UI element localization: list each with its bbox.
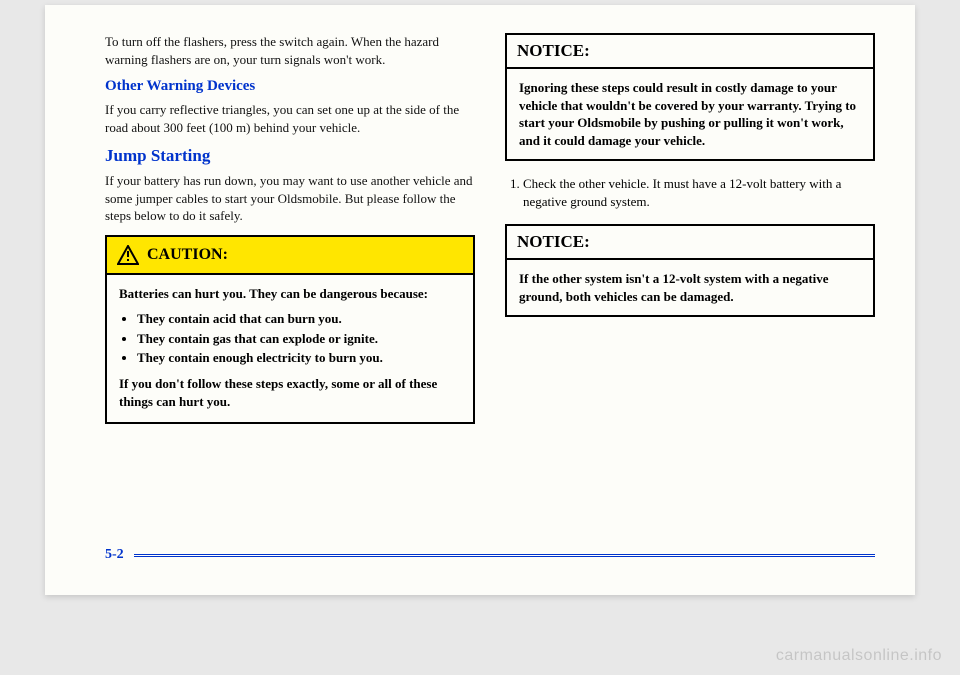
caution-item: They contain acid that can burn you. bbox=[137, 310, 461, 328]
left-column: To turn off the flashers, press the swit… bbox=[105, 33, 475, 533]
right-column: NOTICE: Ignoring these steps could resul… bbox=[505, 33, 875, 533]
reflective-triangles-text: If you carry reflective triangles, you c… bbox=[105, 101, 475, 136]
caution-item: They contain enough electricity to burn … bbox=[137, 349, 461, 367]
procedure-list: Check the other vehicle. It must have a … bbox=[523, 175, 875, 210]
caution-title: CAUTION: bbox=[147, 246, 228, 264]
notice-1-title: NOTICE: bbox=[507, 35, 873, 69]
warning-triangle-icon bbox=[117, 245, 139, 265]
notice-box-1: NOTICE: Ignoring these steps could resul… bbox=[505, 33, 875, 161]
caution-tail: If you don't follow these steps exactly,… bbox=[119, 375, 461, 410]
footer-rule bbox=[134, 554, 875, 557]
two-column-layout: To turn off the flashers, press the swit… bbox=[105, 33, 875, 533]
jump-starting-intro: If your battery has run down, you may wa… bbox=[105, 172, 475, 225]
heading-jump-starting: Jump Starting bbox=[105, 146, 475, 166]
caution-body: Batteries can hurt you. They can be dang… bbox=[107, 275, 473, 422]
notice-1-body: Ignoring these steps could result in cos… bbox=[507, 69, 873, 159]
page-number: 5-2 bbox=[105, 547, 124, 563]
manual-page: To turn off the flashers, press the swit… bbox=[45, 5, 915, 595]
watermark-text: carmanualsonline.info bbox=[776, 647, 942, 665]
procedure-step-1: Check the other vehicle. It must have a … bbox=[523, 175, 875, 210]
caution-box: CAUTION: Batteries can hurt you. They ca… bbox=[105, 235, 475, 424]
caution-lead: Batteries can hurt you. They can be dang… bbox=[119, 285, 461, 303]
notice-2-title: NOTICE: bbox=[507, 226, 873, 260]
caution-item: They contain gas that can explode or ign… bbox=[137, 330, 461, 348]
caution-list: They contain acid that can burn you. The… bbox=[137, 310, 461, 367]
notice-2-body: If the other system isn't a 12-volt syst… bbox=[507, 260, 873, 315]
notice-box-2: NOTICE: If the other system isn't a 12-v… bbox=[505, 224, 875, 317]
flasher-off-text: To turn off the flashers, press the swit… bbox=[105, 33, 475, 68]
heading-other-warning-devices: Other Warning Devices bbox=[105, 78, 475, 95]
page-footer: 5-2 bbox=[105, 547, 875, 563]
caution-header: CAUTION: bbox=[107, 237, 473, 275]
